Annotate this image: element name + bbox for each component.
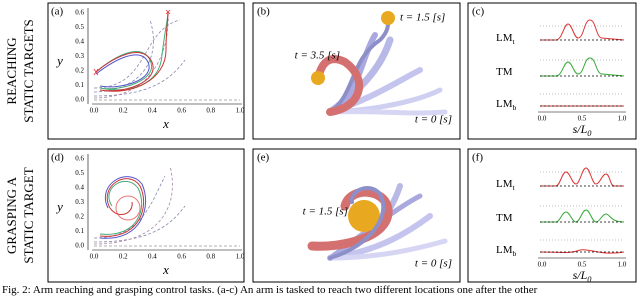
time-label: t = 3.5 [s] bbox=[295, 50, 340, 62]
y-tick-label: 0.0 bbox=[75, 96, 84, 104]
time-label: t = 0 [s] bbox=[415, 258, 452, 270]
time-label: t = 1.5 [s] bbox=[303, 206, 348, 218]
arm-render bbox=[307, 183, 448, 261]
muscle-label-sub: b bbox=[513, 249, 517, 258]
panel-frame bbox=[252, 148, 461, 283]
arm-render bbox=[311, 11, 448, 116]
panel-tag: (b) bbox=[257, 6, 270, 18]
muscle-label-main: LM bbox=[496, 98, 513, 110]
muscle-label-sub: b bbox=[513, 103, 517, 112]
y-tick-label: 0.6 bbox=[75, 155, 84, 163]
muscle-label: LMt bbox=[496, 32, 516, 47]
x-tick-label: 0.2 bbox=[119, 253, 128, 261]
y-tick-label: 0.5 bbox=[75, 23, 84, 31]
x-axis-label: x bbox=[162, 116, 169, 131]
x-tick-label: 1.0 bbox=[618, 115, 627, 123]
y-tick-label: 0.5 bbox=[75, 169, 84, 177]
panel-tag: (d) bbox=[51, 152, 64, 164]
y-tick-label: 0.4 bbox=[75, 38, 84, 46]
panel-frame bbox=[47, 2, 245, 140]
x-axis-label-sub: 0 bbox=[587, 275, 592, 284]
y-tick-label: 0.1 bbox=[75, 81, 84, 89]
row-label: REACHING bbox=[4, 37, 19, 104]
x-tick-label: 0.4 bbox=[148, 107, 157, 115]
panel-tag: (f) bbox=[472, 152, 483, 164]
caption: Fig. 2: Arm reaching and grasping contro… bbox=[2, 284, 538, 296]
row: GRASPING A STATIC TARGET (d) 0.0 0.2 0.4 0.6 0.… bbox=[4, 148, 637, 284]
muscle-label-main: TM bbox=[496, 66, 513, 78]
x-axis-label: s/L0 bbox=[573, 268, 593, 284]
time-label: t = 1.5 [s] bbox=[400, 12, 445, 24]
activation-curves bbox=[539, 167, 625, 254]
x-tick-label: 1.0 bbox=[236, 107, 245, 115]
row: REACHING STATIC TARGETS (a) 0.0 0.2 0.4 0.6 0.8… bbox=[4, 2, 637, 140]
y-tick-label: 0.2 bbox=[75, 67, 84, 75]
panel-frame bbox=[252, 2, 461, 140]
trajectories bbox=[93, 9, 240, 101]
muscle-label: LMb bbox=[496, 98, 517, 113]
x-tick-label: 0.0 bbox=[538, 261, 547, 269]
time-label: t = 0 [s] bbox=[415, 114, 452, 126]
muscle-label: TM bbox=[496, 212, 513, 224]
muscle-label: TM bbox=[496, 66, 513, 78]
panel-frame bbox=[467, 2, 637, 140]
x-tick-label: 0.5 bbox=[578, 115, 587, 123]
muscle-label-sub: t bbox=[513, 183, 516, 192]
panel-frame bbox=[467, 148, 637, 283]
panel-frame bbox=[47, 148, 245, 283]
y-tick-label: 0.3 bbox=[75, 52, 84, 60]
row-label: STATIC TARGET bbox=[21, 167, 36, 263]
x-tick-label: 0.5 bbox=[578, 261, 587, 269]
y-tick-label: 0.1 bbox=[75, 227, 84, 235]
x-tick-label: 0.8 bbox=[206, 107, 215, 115]
figure: REACHING STATIC TARGETS (a) 0.0 0.2 0.4 0.6 0.8… bbox=[4, 2, 637, 284]
x-axis-label: s/L0 bbox=[573, 122, 593, 139]
muscle-label-main: TM bbox=[496, 212, 513, 224]
x-tick-label: 0.8 bbox=[206, 253, 215, 261]
muscle-label-main: LM bbox=[496, 178, 513, 190]
y-axis-label: y bbox=[55, 199, 63, 214]
panel-tag: (a) bbox=[51, 6, 64, 18]
row-label: GRASPING A bbox=[4, 176, 19, 254]
y-tick-label: 0.6 bbox=[75, 9, 84, 17]
muscle-label-main: LM bbox=[496, 244, 513, 256]
x-tick-label: 0.0 bbox=[90, 107, 99, 115]
x-tick-label: 0.0 bbox=[538, 115, 547, 123]
y-tick-label: 0.4 bbox=[75, 184, 84, 192]
panel-tag: (c) bbox=[472, 6, 485, 18]
x-axis-label-sub: 0 bbox=[587, 129, 592, 138]
y-axis-label: y bbox=[55, 53, 63, 68]
activation-curves bbox=[540, 19, 625, 107]
row-label: STATIC TARGETS bbox=[21, 19, 36, 123]
trajectories bbox=[93, 165, 240, 247]
x-axis-label: x bbox=[162, 262, 169, 277]
x-tick-label: 1.0 bbox=[618, 261, 627, 269]
x-axis-label-main: s/L bbox=[573, 268, 588, 282]
muscle-label: LMt bbox=[496, 178, 516, 193]
y-tick-label: 0.3 bbox=[75, 198, 84, 206]
muscle-label-sub: t bbox=[513, 37, 516, 46]
x-tick-label: 0.2 bbox=[119, 107, 128, 115]
panel-tag: (e) bbox=[257, 152, 270, 164]
x-tick-label: 0.0 bbox=[90, 253, 99, 261]
x-tick-label: 0.6 bbox=[177, 107, 186, 115]
muscle-label-main: LM bbox=[496, 32, 513, 44]
x-axis-label-main: s/L bbox=[573, 122, 588, 136]
muscle-label: LMb bbox=[496, 244, 517, 259]
y-tick-label: 0.0 bbox=[75, 242, 84, 250]
x-tick-label: 0.6 bbox=[177, 253, 186, 261]
x-tick-label: 0.4 bbox=[148, 253, 157, 261]
x-tick-label: 1.0 bbox=[236, 253, 245, 261]
y-tick-label: 0.2 bbox=[75, 213, 84, 221]
